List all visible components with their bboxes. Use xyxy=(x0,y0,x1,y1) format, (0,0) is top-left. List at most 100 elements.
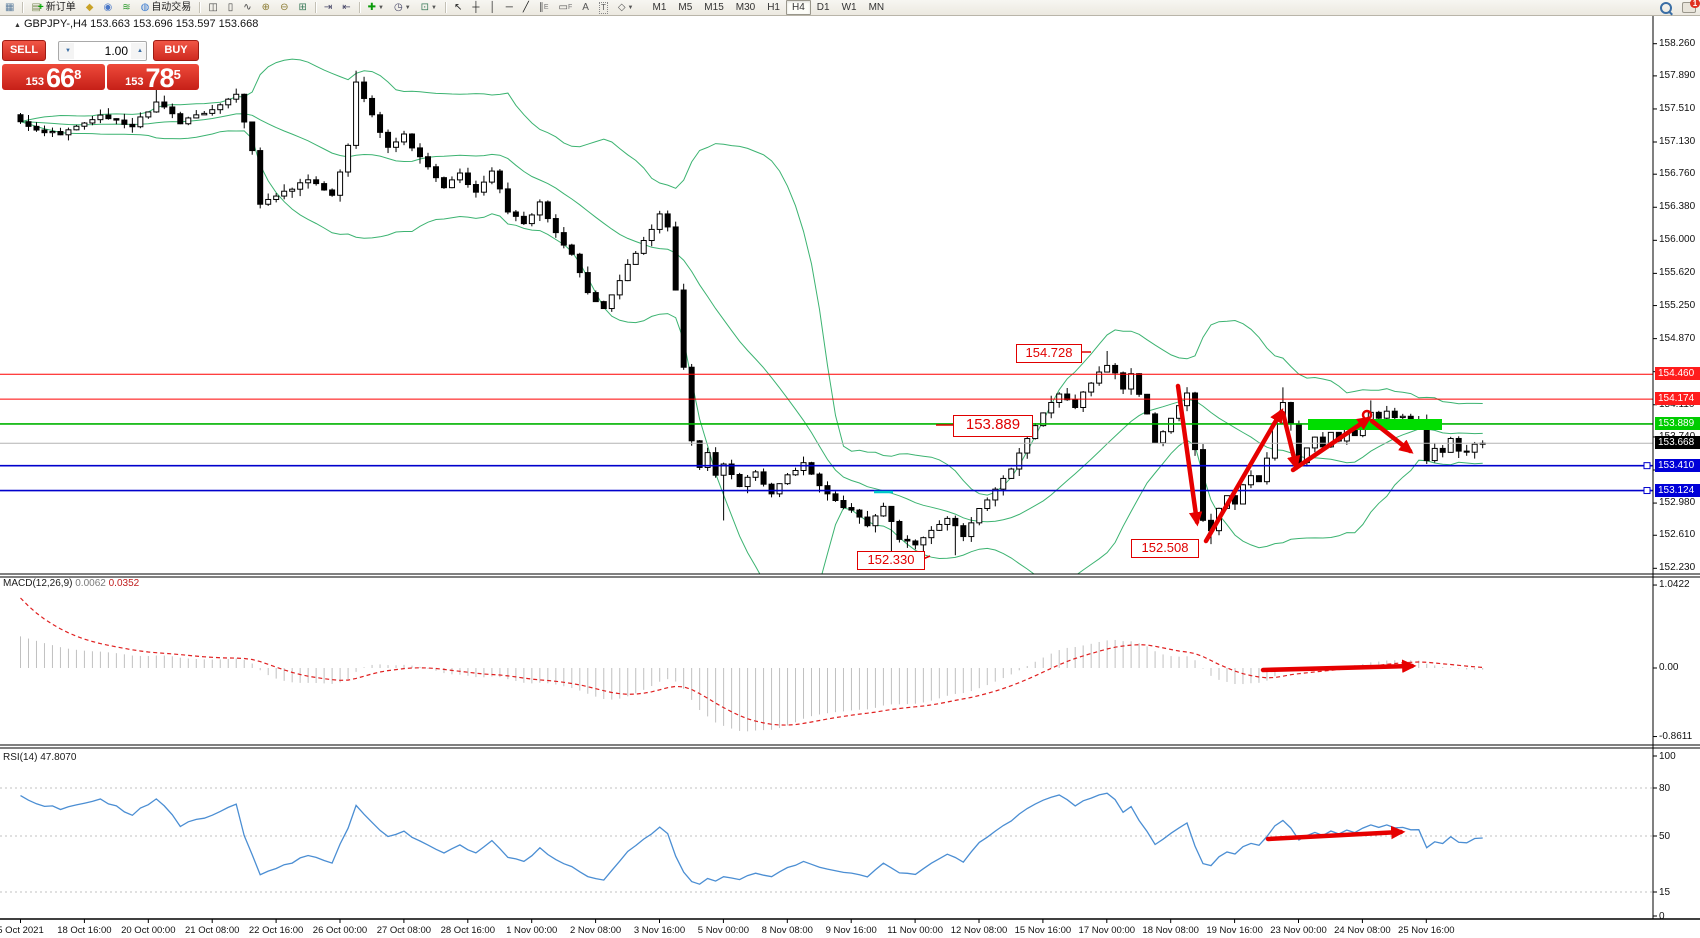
price-tick-label: 156.380 xyxy=(1659,201,1696,213)
chart-shift-icon[interactable]: ⇤ xyxy=(342,1,351,13)
candle xyxy=(1287,401,1294,431)
timeframe-d1[interactable]: D1 xyxy=(816,2,830,13)
trend-arrow[interactable] xyxy=(1260,659,1417,674)
candle xyxy=(1311,436,1318,453)
candle xyxy=(393,137,400,153)
candle-chart-icon[interactable]: ▯ xyxy=(227,1,234,13)
timeframe-m1[interactable]: M1 xyxy=(652,2,667,13)
candle xyxy=(640,236,647,255)
volume-decrease-button[interactable]: ▼ xyxy=(59,42,74,59)
vertical-line-icon[interactable]: │ xyxy=(489,1,496,13)
candle xyxy=(177,111,184,125)
candle xyxy=(17,113,24,124)
buy-button[interactable]: BUY xyxy=(153,40,199,61)
cursor-icon[interactable]: ↖ xyxy=(454,1,463,13)
trendline-icon[interactable]: ╱ xyxy=(522,1,529,13)
toolbar-separator xyxy=(314,2,316,13)
volume-input[interactable] xyxy=(74,41,131,60)
hline-handle[interactable] xyxy=(1643,462,1651,470)
trend-arrow[interactable] xyxy=(1175,383,1203,527)
price-annotation-152.330[interactable]: 152.330 xyxy=(857,551,925,570)
candle xyxy=(896,519,903,543)
signal-icon[interactable]: ≋ xyxy=(122,1,131,13)
hline-handle[interactable] xyxy=(1643,487,1651,495)
templates-icon[interactable]: ⊡ ▼ xyxy=(420,1,437,13)
search-icon[interactable] xyxy=(1660,1,1672,14)
date-label: 27 Oct 08:00 xyxy=(376,925,432,936)
zoom-in-icon[interactable]: ⊕ xyxy=(261,1,271,13)
sell-button[interactable]: SELL xyxy=(2,40,46,61)
sell-price-point: 8 xyxy=(74,67,82,82)
timeframe-mn[interactable]: MN xyxy=(868,2,885,13)
timeframe-h4[interactable]: H4 xyxy=(786,0,811,15)
trend-arrow[interactable] xyxy=(1265,825,1406,842)
timeframe-m5[interactable]: M5 xyxy=(678,2,693,13)
toolbar-separator xyxy=(445,2,446,13)
timeframe-m15[interactable]: M15 xyxy=(704,2,724,13)
trend-arrow[interactable] xyxy=(1203,408,1284,544)
arrows-icon[interactable]: ◇ ▼ xyxy=(617,1,634,13)
price-annotation-153.889[interactable]: 153.889 xyxy=(953,415,1033,437)
candle xyxy=(233,88,240,103)
auto-scroll-icon[interactable]: ⇥ xyxy=(323,1,333,13)
candle xyxy=(432,163,439,182)
candle xyxy=(257,147,264,209)
bar-chart-icon[interactable]: ◫ xyxy=(208,1,218,13)
crosshair-icon[interactable]: ┼ xyxy=(472,1,480,13)
chart-title: ▲ GBPJPY-,H4 153.663 153.696 153.597 153.… xyxy=(14,18,258,30)
date-label: 2 Nov 08:00 xyxy=(569,925,622,936)
styler-icon[interactable]: ◆ xyxy=(85,1,94,13)
candle xyxy=(1319,432,1326,449)
periods-icon[interactable]: ◷ ▼ xyxy=(393,1,411,13)
candle xyxy=(321,181,328,191)
profile-icon[interactable]: ◉ xyxy=(103,1,113,13)
timeframe-h1[interactable]: H1 xyxy=(767,2,780,13)
trend-arrow[interactable] xyxy=(1369,418,1414,454)
timeframe-w1[interactable]: W1 xyxy=(841,2,857,13)
line-chart-icon[interactable]: ∿ xyxy=(243,1,252,13)
trend-arrow[interactable] xyxy=(1280,410,1301,471)
candle xyxy=(57,127,64,136)
candle xyxy=(1463,444,1470,456)
indicators-icon[interactable]: ✚ ▼ xyxy=(367,1,384,13)
buy-price-display[interactable]: 153 78 5 xyxy=(107,64,199,92)
trend-arrow[interactable] xyxy=(1290,416,1372,473)
auto-trading-button[interactable]: ◍ 自动交易 xyxy=(140,1,192,13)
candle xyxy=(840,495,847,510)
price-annotation-154.728[interactable]: 154.728 xyxy=(1016,344,1082,363)
candle xyxy=(1383,405,1390,420)
text-icon[interactable]: A xyxy=(582,1,589,13)
price-tick-label: 155.620 xyxy=(1659,267,1696,279)
collapse-arrow-icon[interactable]: ▲ xyxy=(14,22,21,29)
chat-icon[interactable]: 1 xyxy=(1682,0,1700,13)
candle xyxy=(1112,363,1119,380)
candle xyxy=(81,122,88,130)
sell-price-display[interactable]: 153 66 8 xyxy=(2,64,105,92)
fibonacci-icon[interactable]: ▭ F xyxy=(558,1,573,13)
price-annotation-152.508[interactable]: 152.508 xyxy=(1131,539,1199,558)
candle xyxy=(1136,373,1143,397)
tile-windows-icon[interactable]: ⊞ xyxy=(298,1,307,13)
date-label: 18 Nov 08:00 xyxy=(1142,925,1199,936)
candle xyxy=(456,168,463,184)
window-icon[interactable]: ▦ xyxy=(5,1,15,13)
volume-increase-button[interactable]: ▲ xyxy=(131,42,146,59)
date-label: 9 Nov 16:00 xyxy=(825,925,877,936)
arrow-curl[interactable] xyxy=(1361,409,1373,421)
zoom-out-icon[interactable]: ⊖ xyxy=(280,1,289,13)
timeframe-m30[interactable]: M30 xyxy=(735,2,756,13)
candle xyxy=(145,111,152,119)
candle xyxy=(544,200,551,223)
candle xyxy=(401,130,408,146)
candle xyxy=(313,176,320,186)
candle xyxy=(1008,467,1015,479)
horizontal-line-icon[interactable]: ─ xyxy=(505,1,513,13)
candle xyxy=(73,124,80,131)
candle xyxy=(1072,394,1079,410)
one-click-trading-panel: SELL ▼ ▲ BUY 153 66 8 153 78 5 xyxy=(2,40,202,92)
candle xyxy=(113,118,120,125)
new-order-button[interactable]: ▤ + 新订单 xyxy=(31,1,76,13)
label-icon[interactable]: T xyxy=(598,1,608,14)
bollinger-bands xyxy=(20,58,1483,574)
channel-icon[interactable]: ∥ E xyxy=(538,1,549,13)
